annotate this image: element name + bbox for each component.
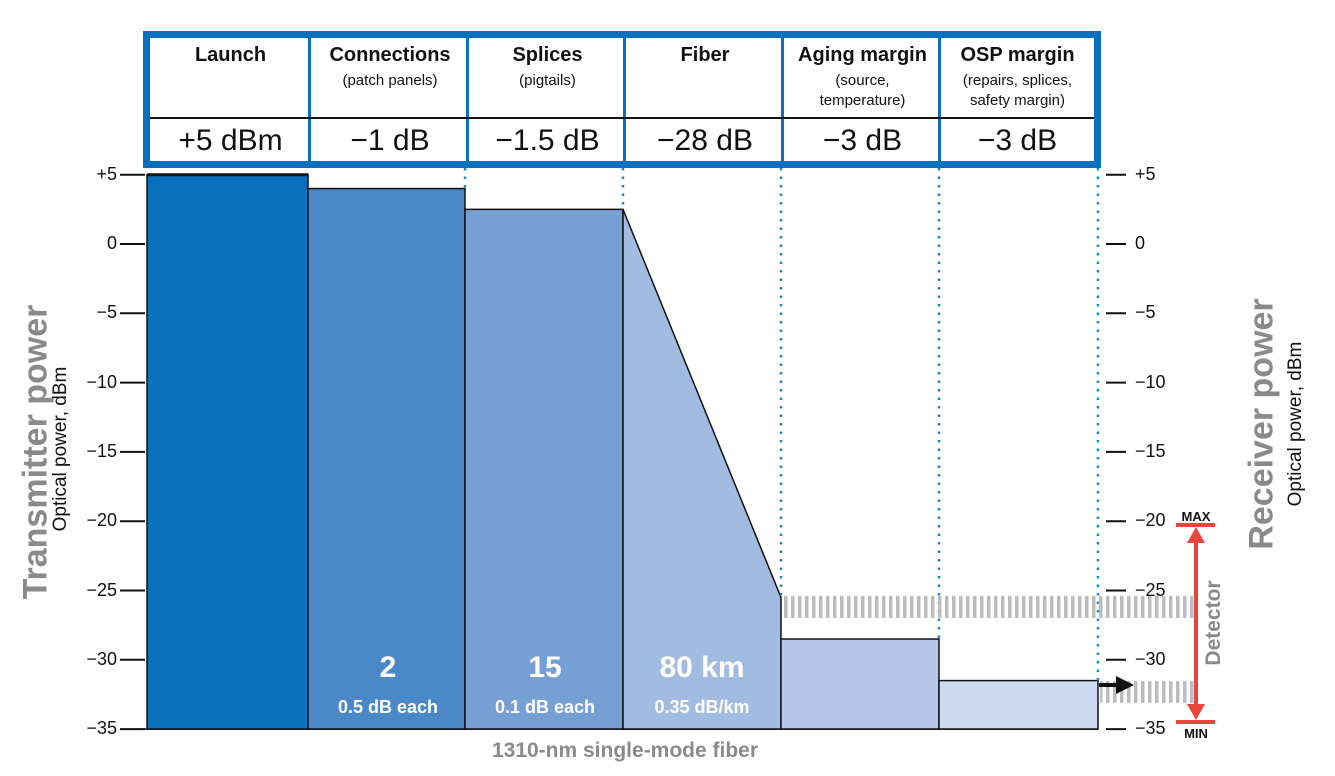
detector-min-label: MIN xyxy=(1184,726,1208,741)
aging-margin-bar xyxy=(780,638,940,730)
column-launch: Launch +5 dBm xyxy=(150,38,311,161)
table-divider xyxy=(150,117,1094,119)
left-tick-label: −35 xyxy=(86,718,117,739)
left-axis-subtitle: Optical power, dBm xyxy=(50,366,71,532)
left-tick-label: −15 xyxy=(86,440,117,461)
right-axis-subtitle: Optical power, dBm xyxy=(1285,341,1306,507)
osp-margin-bar xyxy=(938,679,1099,730)
column-title: Splices xyxy=(512,44,583,66)
left-tick-label: −30 xyxy=(86,648,117,669)
detector-label: Detector xyxy=(1202,580,1225,666)
connections-bar xyxy=(307,187,466,730)
splices-count: 15 xyxy=(528,651,562,684)
right-tick-label: +5 xyxy=(1135,163,1156,184)
column-osp-margin: OSP margin (repairs, splices, safety mar… xyxy=(938,38,1094,161)
connections-detail: 0.5 dB each xyxy=(337,697,439,717)
column-title: OSP margin xyxy=(960,44,1075,66)
column-splices: Splices (pigtails) −1.5 dB xyxy=(466,38,626,161)
right-tick-label: −35 xyxy=(1135,718,1166,739)
left-tick-label: 0 xyxy=(106,233,117,253)
detector-max-label: MAX xyxy=(1181,509,1211,524)
right-axis-title: Receiver power xyxy=(1242,298,1281,550)
column-subtitle: (patch panels) xyxy=(342,72,438,89)
column-aging-margin: Aging margin (source, temperature) −3 dB xyxy=(781,38,941,161)
column-subtitle: (repairs, splices, safety margin) xyxy=(962,72,1073,109)
right-tick-label: −30 xyxy=(1135,648,1166,669)
right-tick-label: 0 xyxy=(1135,233,1146,253)
column-fiber: Fiber −28 dB xyxy=(623,38,784,161)
loss-budget-table: Launch +5 dBm Connections (patch panels)… xyxy=(143,31,1101,168)
right-tick-label: −20 xyxy=(1135,510,1166,531)
column-value: −28 dB xyxy=(657,124,753,157)
splices-detail: 0.1 dB each xyxy=(494,697,596,717)
detector-arrow-up xyxy=(1187,527,1205,543)
left-tick-label: −5 xyxy=(96,302,117,323)
fiber-detail: 0.35 dB/km xyxy=(654,697,750,717)
detector-arrow-down xyxy=(1187,704,1205,720)
hatched-band-upper xyxy=(783,596,1195,618)
output-arrow-head xyxy=(1116,676,1134,694)
column-value: −1 dB xyxy=(350,124,430,157)
x-caption: 1310-nm single-mode fiber xyxy=(491,739,759,762)
column-title: Launch xyxy=(194,44,267,66)
left-tick-label: −25 xyxy=(86,579,117,600)
connections-count: 2 xyxy=(379,651,397,684)
column-subtitle: (pigtails) xyxy=(519,72,576,89)
right-tick-label: −10 xyxy=(1135,371,1166,392)
launch-bar xyxy=(146,173,309,730)
column-title: Fiber xyxy=(680,44,730,66)
column-title: Connections xyxy=(329,44,451,66)
right-tick-label: −15 xyxy=(1135,440,1166,461)
fiber-length: 80 km xyxy=(659,651,745,684)
left-tick-label: −10 xyxy=(86,371,117,392)
splices-bar xyxy=(464,208,624,730)
column-subtitle: (source, temperature) xyxy=(819,72,906,109)
column-value: −1.5 dB xyxy=(495,124,600,157)
right-tick-label: −5 xyxy=(1135,302,1156,323)
column-value: −3 dB xyxy=(977,124,1058,157)
column-value: −3 dB xyxy=(822,124,903,157)
left-tick-label: +5 xyxy=(96,163,117,184)
left-tick-label: −20 xyxy=(86,510,117,531)
column-value: +5 dBm xyxy=(178,124,283,157)
column-title: Aging margin xyxy=(798,44,927,66)
column-connections: Connections (patch panels) −1 dB xyxy=(308,38,469,161)
right-tick-label: −25 xyxy=(1135,579,1166,600)
